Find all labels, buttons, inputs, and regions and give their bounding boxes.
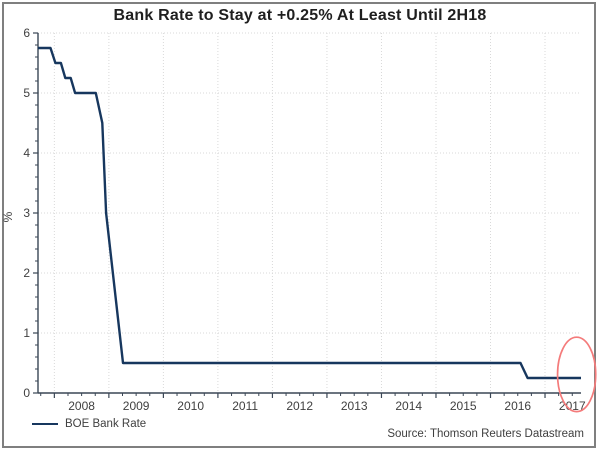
legend-line-marker	[32, 423, 58, 425]
legend-label: BOE Bank Rate	[65, 418, 147, 430]
x-tick-label: 2010	[177, 399, 204, 413]
x-tick-label: 2009	[123, 399, 150, 413]
y-tick-label: 6	[23, 26, 30, 40]
y-tick-label: 3	[23, 206, 30, 220]
x-tick-label: 2012	[286, 399, 313, 413]
y-tick-label: 5	[23, 86, 30, 100]
y-axis-unit-label: %	[1, 211, 15, 222]
x-tick-label: 2014	[395, 399, 422, 413]
y-tick-label: 1	[23, 326, 30, 340]
chart-title: Bank Rate to Stay at +0.25% At Least Unt…	[113, 7, 487, 24]
y-tick-label: 2	[23, 266, 30, 280]
x-tick-label: 2011	[232, 399, 258, 413]
legend: BOE Bank Rate	[32, 418, 146, 430]
x-tick-label: 2013	[341, 399, 368, 413]
highlight-ellipse	[556, 336, 597, 413]
source-note: Source: Thomson Reuters Datastream	[387, 428, 584, 440]
x-tick-label: 2017	[559, 399, 586, 413]
x-tick-label: 2015	[450, 399, 477, 413]
boe-bank-rate-line	[38, 46, 581, 380]
y-tick-label: 4	[23, 146, 30, 160]
x-tick-label: 2016	[504, 399, 531, 413]
x-tick-label: 2008	[68, 399, 95, 413]
y-tick-label: 0	[23, 386, 30, 400]
